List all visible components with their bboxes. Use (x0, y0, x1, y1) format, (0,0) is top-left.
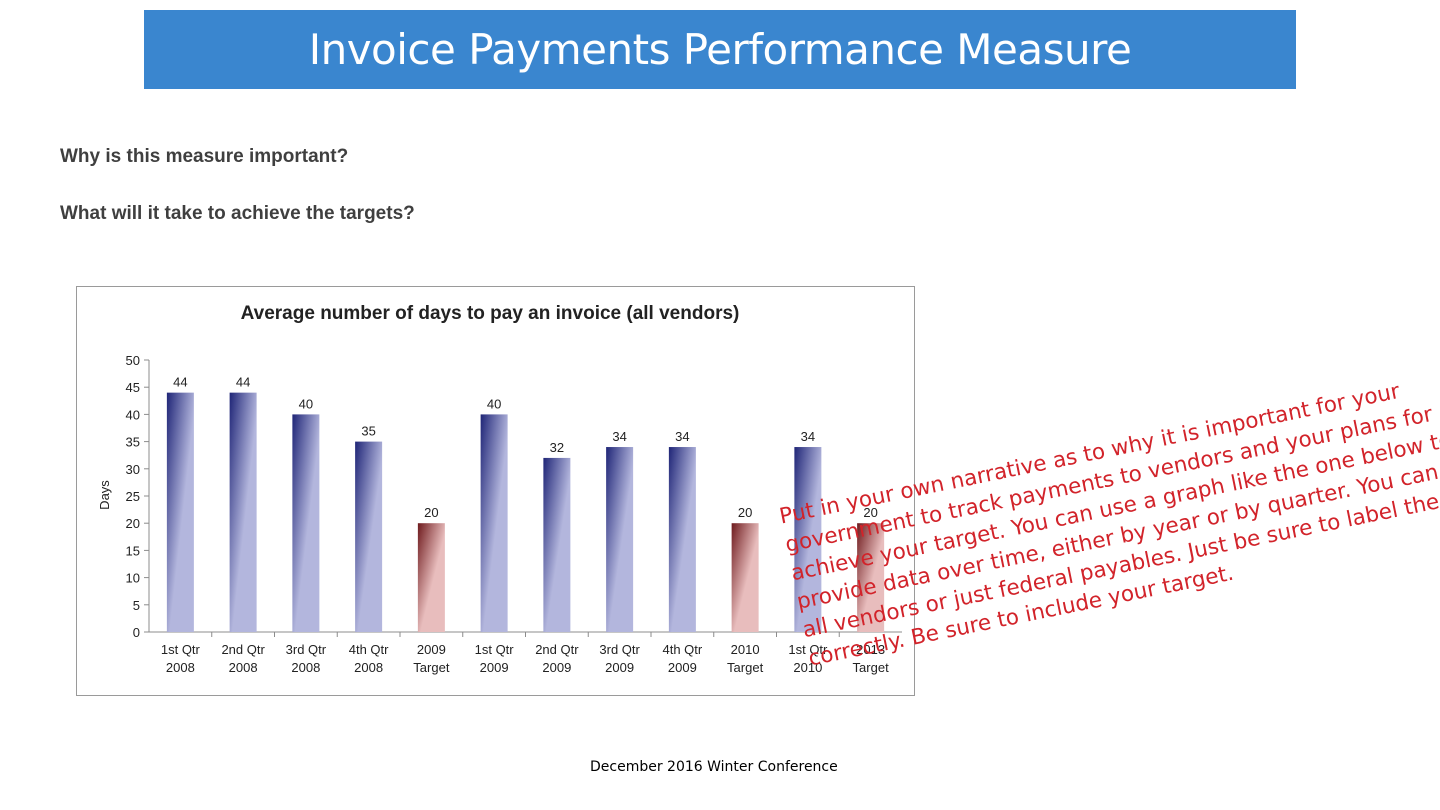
footer-conference: December 2016 Winter Conference (590, 759, 838, 775)
title-bar: Invoice Payments Performance Measure (144, 10, 1296, 89)
x-category-label: 2009 (668, 660, 697, 675)
x-category-label: 1st Qtr (788, 642, 828, 657)
x-category-label: Target (413, 660, 450, 675)
actual-bar (668, 447, 696, 632)
x-category-label: 2nd Qtr (221, 642, 265, 657)
x-category-label: 1st Qtr (475, 642, 515, 657)
x-category-label: 2013 (856, 642, 885, 657)
target-bar (731, 523, 759, 632)
actual-bar (166, 392, 194, 632)
bar-data-label: 40 (487, 396, 501, 411)
bar-data-label: 44 (173, 375, 187, 390)
bar-chart: Average number of days to pay an invoice… (97, 303, 902, 675)
y-tick-label: 0 (133, 625, 140, 640)
x-category-label: 2009 (542, 660, 571, 675)
x-category-label: 2010 (731, 642, 760, 657)
bar-data-label: 44 (236, 375, 250, 390)
target-bar (417, 523, 445, 632)
x-category-label: 2008 (166, 660, 195, 675)
y-tick-label: 50 (126, 353, 140, 368)
actual-bar (606, 447, 634, 632)
bar-data-label: 34 (612, 429, 626, 444)
y-tick-label: 25 (126, 489, 140, 504)
actual-bar (543, 457, 571, 632)
y-tick-label: 15 (126, 543, 140, 558)
y-tick-label: 10 (126, 571, 140, 586)
bar-data-label: 34 (675, 429, 689, 444)
bar-data-label: 20 (738, 505, 752, 520)
bar-data-label: 32 (550, 440, 564, 455)
y-tick-label: 35 (126, 435, 140, 450)
bar-data-label: 34 (801, 429, 815, 444)
x-category-label: 3rd Qtr (286, 642, 327, 657)
y-tick-label: 5 (133, 598, 140, 613)
x-category-label: 2010 (793, 660, 822, 675)
actual-bar (794, 447, 822, 632)
x-category-label: 3rd Qtr (599, 642, 640, 657)
x-category-label: 2009 (480, 660, 509, 675)
slide-title: Invoice Payments Performance Measure (308, 25, 1132, 74)
x-category-label: 1st Qtr (161, 642, 201, 657)
actual-bar (355, 441, 383, 632)
actual-bar (480, 414, 508, 632)
bar-data-label: 35 (361, 424, 375, 439)
x-category-label: 2nd Qtr (535, 642, 579, 657)
question-achieve-targets: What will it take to achieve the targets… (60, 203, 415, 224)
bar-data-label: 20 (863, 505, 877, 520)
x-category-label: 4th Qtr (663, 642, 703, 657)
x-category-label: 2008 (229, 660, 258, 675)
chart-title: Average number of days to pay an invoice… (241, 303, 740, 324)
chart-frame: Average number of days to pay an invoice… (76, 286, 1440, 696)
bar-data-label: 20 (424, 505, 438, 520)
y-axis-label: Days (97, 480, 112, 510)
actual-bar (229, 392, 257, 632)
y-tick-label: 20 (126, 516, 140, 531)
y-tick-label: 30 (126, 462, 140, 477)
y-tick-label: 45 (126, 380, 140, 395)
x-category-label: Target (727, 660, 764, 675)
x-category-label: 2009 (605, 660, 634, 675)
x-category-label: Target (853, 660, 890, 675)
x-category-label: 4th Qtr (349, 642, 389, 657)
x-category-label: 2008 (291, 660, 320, 675)
target-bar (857, 523, 885, 632)
actual-bar (292, 414, 320, 632)
bar-data-label: 40 (299, 396, 313, 411)
x-category-label: 2008 (354, 660, 383, 675)
x-category-label: 2009 (417, 642, 446, 657)
y-tick-label: 40 (126, 407, 140, 422)
question-why-important: Why is this measure important? (60, 146, 349, 167)
